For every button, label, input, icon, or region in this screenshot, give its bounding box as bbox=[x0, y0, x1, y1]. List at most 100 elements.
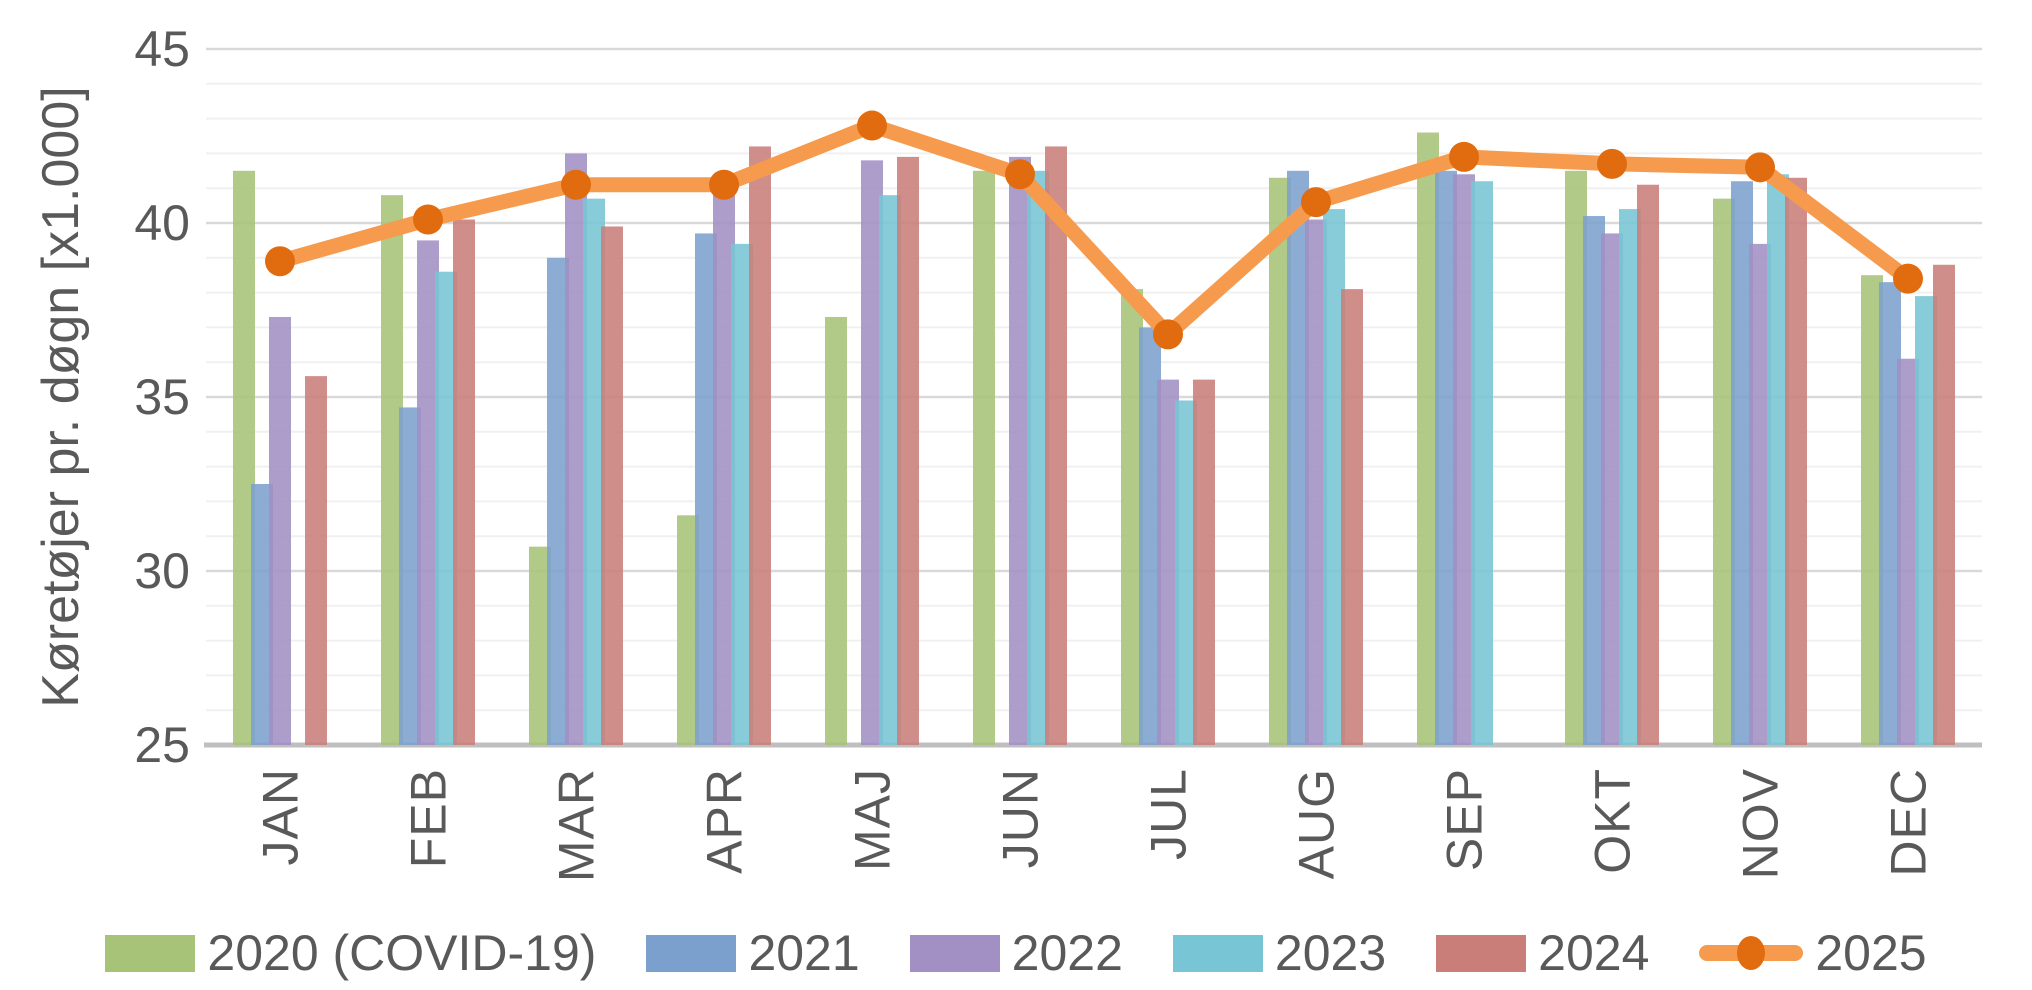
x-axis-label-NOV: NOV bbox=[1733, 768, 1789, 879]
legend-marker-icon bbox=[1737, 936, 1766, 970]
bar-2021-DEC bbox=[1879, 282, 1901, 745]
bar-2020-SEP bbox=[1417, 132, 1439, 745]
bar-2023-MAR bbox=[583, 198, 605, 745]
bar-2022-JUN bbox=[1009, 156, 1031, 745]
x-axis-label-DEC: DEC bbox=[1881, 768, 1937, 877]
bar-2021-APR bbox=[695, 233, 717, 745]
x-axis-label-OKT: OKT bbox=[1585, 768, 1641, 874]
legend-item-2024: 2024 bbox=[1436, 924, 1649, 982]
bar-series-2021 bbox=[251, 170, 1901, 746]
line-2025 bbox=[272, 118, 1916, 342]
x-axis-label-JUL: JUL bbox=[1141, 768, 1197, 860]
bar-2023-FEB bbox=[435, 271, 457, 745]
bar-2022-NOV bbox=[1749, 243, 1771, 745]
x-axis-label-JAN: JAN bbox=[253, 768, 309, 865]
x-axis-label-MAJ: MAJ bbox=[845, 768, 901, 871]
bar-2022-MAR bbox=[565, 153, 587, 745]
bar-2020-MAR bbox=[529, 546, 551, 745]
x-axis-label-MAR: MAR bbox=[549, 768, 605, 882]
bar-2024-APR bbox=[749, 146, 771, 745]
bar-2022-OKT bbox=[1601, 233, 1623, 745]
bar-2021-NOV bbox=[1731, 181, 1753, 746]
legend-label-2022: 2022 bbox=[1011, 925, 1123, 981]
bar-2023-NOV bbox=[1767, 174, 1789, 745]
bar-2023-JUN bbox=[1027, 170, 1049, 746]
x-axis-label-AUG: AUG bbox=[1289, 768, 1345, 879]
legend-label-2021: 2021 bbox=[748, 925, 860, 981]
bar-2023-SEP bbox=[1471, 181, 1493, 746]
legend-label-2025: 2025 bbox=[1815, 925, 1927, 981]
chart-legend: 2020 (COVID-19) 2021 2022 2023 2024 2025 bbox=[0, 924, 2032, 982]
bar-series-2023 bbox=[435, 170, 1937, 746]
marker-2025-AUG bbox=[1301, 187, 1331, 218]
bar-2024-JUL bbox=[1193, 379, 1215, 745]
bar-2024-MAJ bbox=[897, 156, 919, 745]
bar-2024-JAN bbox=[305, 376, 327, 745]
bar-2020-JUL bbox=[1121, 289, 1143, 745]
bar-2020-AUG bbox=[1269, 177, 1291, 745]
bar-2022-AUG bbox=[1305, 219, 1327, 745]
bar-series-2020 (COVID-19) bbox=[233, 132, 1883, 746]
marker-2025-JUN bbox=[1005, 159, 1035, 190]
x-axis-label-SEP: SEP bbox=[1437, 768, 1493, 871]
marker-2025-NOV bbox=[1745, 152, 1775, 183]
bar-2024-AUG bbox=[1341, 289, 1363, 745]
marker-2025-JUL bbox=[1153, 319, 1183, 350]
bar-2022-MAJ bbox=[861, 160, 883, 746]
y-tick-label-30: 30 bbox=[134, 543, 190, 599]
legend-item-2023: 2023 bbox=[1172, 924, 1387, 982]
bar-2022-APR bbox=[713, 195, 735, 745]
bar-2023-AUG bbox=[1323, 209, 1345, 745]
legend-line-sample-2025 bbox=[1699, 935, 1804, 971]
y-tick-label-40: 40 bbox=[134, 195, 190, 251]
y-tick-label-45: 45 bbox=[134, 21, 190, 77]
y-tick-label-25: 25 bbox=[134, 717, 190, 773]
marker-2025-DEC bbox=[1893, 263, 1923, 294]
bar-2024-MAR bbox=[601, 226, 623, 746]
bar-2023-JUL bbox=[1175, 400, 1197, 745]
bar-2022-JUL bbox=[1157, 379, 1179, 745]
legend-label-2020: 2020 (COVID-19) bbox=[207, 925, 597, 981]
bar-series-2022 bbox=[269, 153, 1919, 746]
marker-2025-FEB bbox=[413, 204, 443, 235]
x-axis-label-JUN: JUN bbox=[993, 768, 1049, 868]
bar-2021-AUG bbox=[1287, 170, 1309, 746]
bar-2021-JUL bbox=[1139, 327, 1161, 745]
bar-2020-MAJ bbox=[825, 316, 847, 745]
bar-2020-JUN bbox=[973, 170, 995, 746]
marker-2025-OKT bbox=[1597, 148, 1627, 179]
bars-layer bbox=[233, 132, 1955, 746]
marker-2025-MAJ bbox=[857, 110, 887, 141]
bar-2021-OKT bbox=[1583, 216, 1605, 746]
legend-swatch-2024 bbox=[1436, 934, 1527, 972]
bar-2024-OKT bbox=[1637, 184, 1659, 746]
bar-2024-JUN bbox=[1045, 146, 1067, 745]
legend-label-2024: 2024 bbox=[1538, 925, 1650, 981]
x-axis-label-APR: APR bbox=[697, 768, 753, 874]
bar-2021-MAR bbox=[547, 257, 569, 745]
bar-2023-APR bbox=[731, 243, 753, 745]
legend-item-2025: 2025 bbox=[1699, 924, 1927, 982]
bar-2021-FEB bbox=[399, 407, 421, 745]
marker-2025-SEP bbox=[1449, 141, 1479, 172]
bar-2023-MAJ bbox=[879, 195, 901, 745]
line-series-layer bbox=[265, 110, 1923, 350]
x-axis-label-FEB: FEB bbox=[401, 768, 457, 868]
marker-2025-MAR bbox=[561, 169, 591, 200]
bar-2024-DEC bbox=[1933, 264, 1955, 745]
bar-2022-SEP bbox=[1453, 174, 1475, 745]
bar-2021-JAN bbox=[251, 484, 273, 745]
bar-2024-NOV bbox=[1785, 177, 1807, 745]
y-tick-label-35: 35 bbox=[134, 369, 190, 425]
legend-item-2021: 2021 bbox=[646, 924, 860, 982]
bar-2020-OKT bbox=[1565, 170, 1587, 746]
legend-label-2023: 2023 bbox=[1274, 925, 1387, 981]
bar-2020-APR bbox=[677, 515, 699, 745]
bar-2022-JAN bbox=[269, 316, 291, 745]
legend-swatch-2021 bbox=[646, 934, 737, 972]
legend-swatch-2020 bbox=[105, 934, 196, 972]
bar-2022-FEB bbox=[417, 240, 439, 745]
bar-2023-DEC bbox=[1915, 296, 1937, 745]
